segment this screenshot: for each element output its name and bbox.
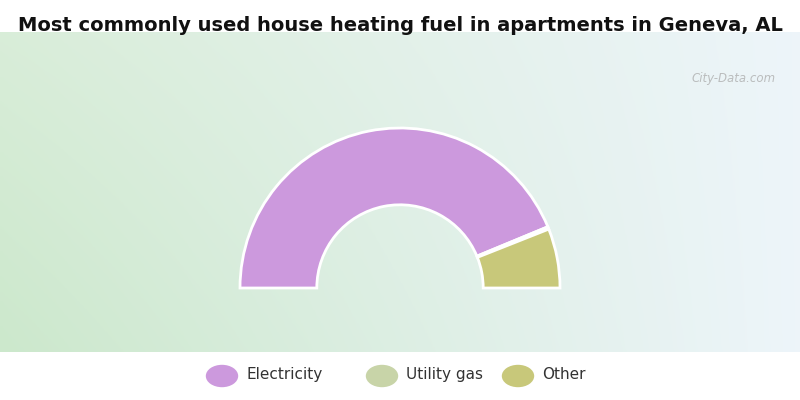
Text: Electricity: Electricity — [246, 367, 322, 382]
Ellipse shape — [502, 365, 534, 387]
Ellipse shape — [206, 365, 238, 387]
Text: City-Data.com: City-Data.com — [692, 72, 776, 85]
Wedge shape — [477, 227, 549, 257]
Text: Most commonly used house heating fuel in apartments in Geneva, AL: Most commonly used house heating fuel in… — [18, 16, 782, 35]
Wedge shape — [240, 128, 548, 288]
Text: Other: Other — [542, 367, 586, 382]
Text: Utility gas: Utility gas — [406, 367, 483, 382]
Ellipse shape — [366, 365, 398, 387]
Wedge shape — [478, 229, 560, 288]
